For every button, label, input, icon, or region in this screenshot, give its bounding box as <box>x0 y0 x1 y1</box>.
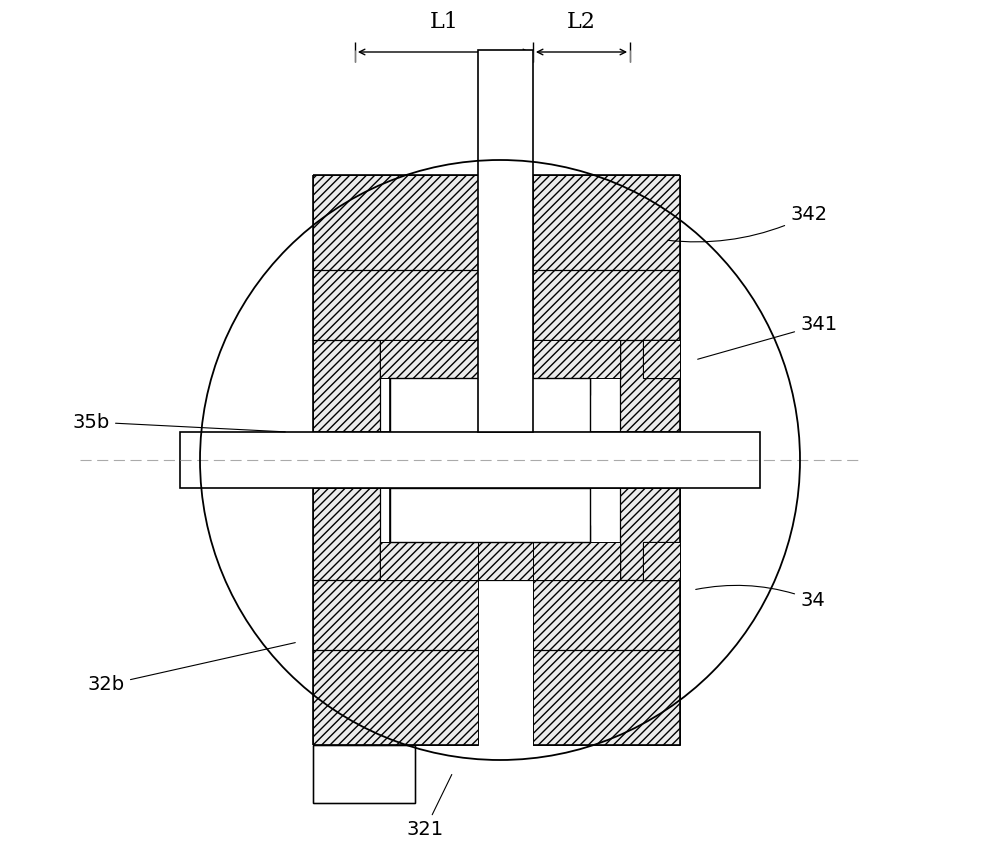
Polygon shape <box>533 525 620 580</box>
Polygon shape <box>478 525 533 580</box>
Polygon shape <box>478 340 533 395</box>
Polygon shape <box>533 340 620 395</box>
Text: 32b: 32b <box>88 642 295 694</box>
Text: 35b: 35b <box>73 412 285 432</box>
Bar <box>180 432 760 488</box>
Polygon shape <box>533 650 680 745</box>
Text: 321: 321 <box>406 774 452 839</box>
Text: 342: 342 <box>668 205 827 242</box>
Polygon shape <box>313 488 478 650</box>
Polygon shape <box>533 175 680 270</box>
Polygon shape <box>643 340 680 378</box>
Text: 34: 34 <box>696 585 825 609</box>
Text: L2: L2 <box>567 11 595 33</box>
Text: 341: 341 <box>698 315 837 360</box>
Bar <box>390 378 590 432</box>
Polygon shape <box>313 175 478 270</box>
Bar <box>478 50 533 432</box>
Polygon shape <box>533 488 680 650</box>
Polygon shape <box>313 650 478 745</box>
Polygon shape <box>643 542 680 580</box>
Polygon shape <box>380 340 478 395</box>
Text: L1: L1 <box>430 11 458 33</box>
Bar <box>390 488 590 542</box>
Polygon shape <box>380 525 478 580</box>
Bar <box>313 745 415 803</box>
Polygon shape <box>313 270 478 432</box>
Polygon shape <box>533 270 680 432</box>
